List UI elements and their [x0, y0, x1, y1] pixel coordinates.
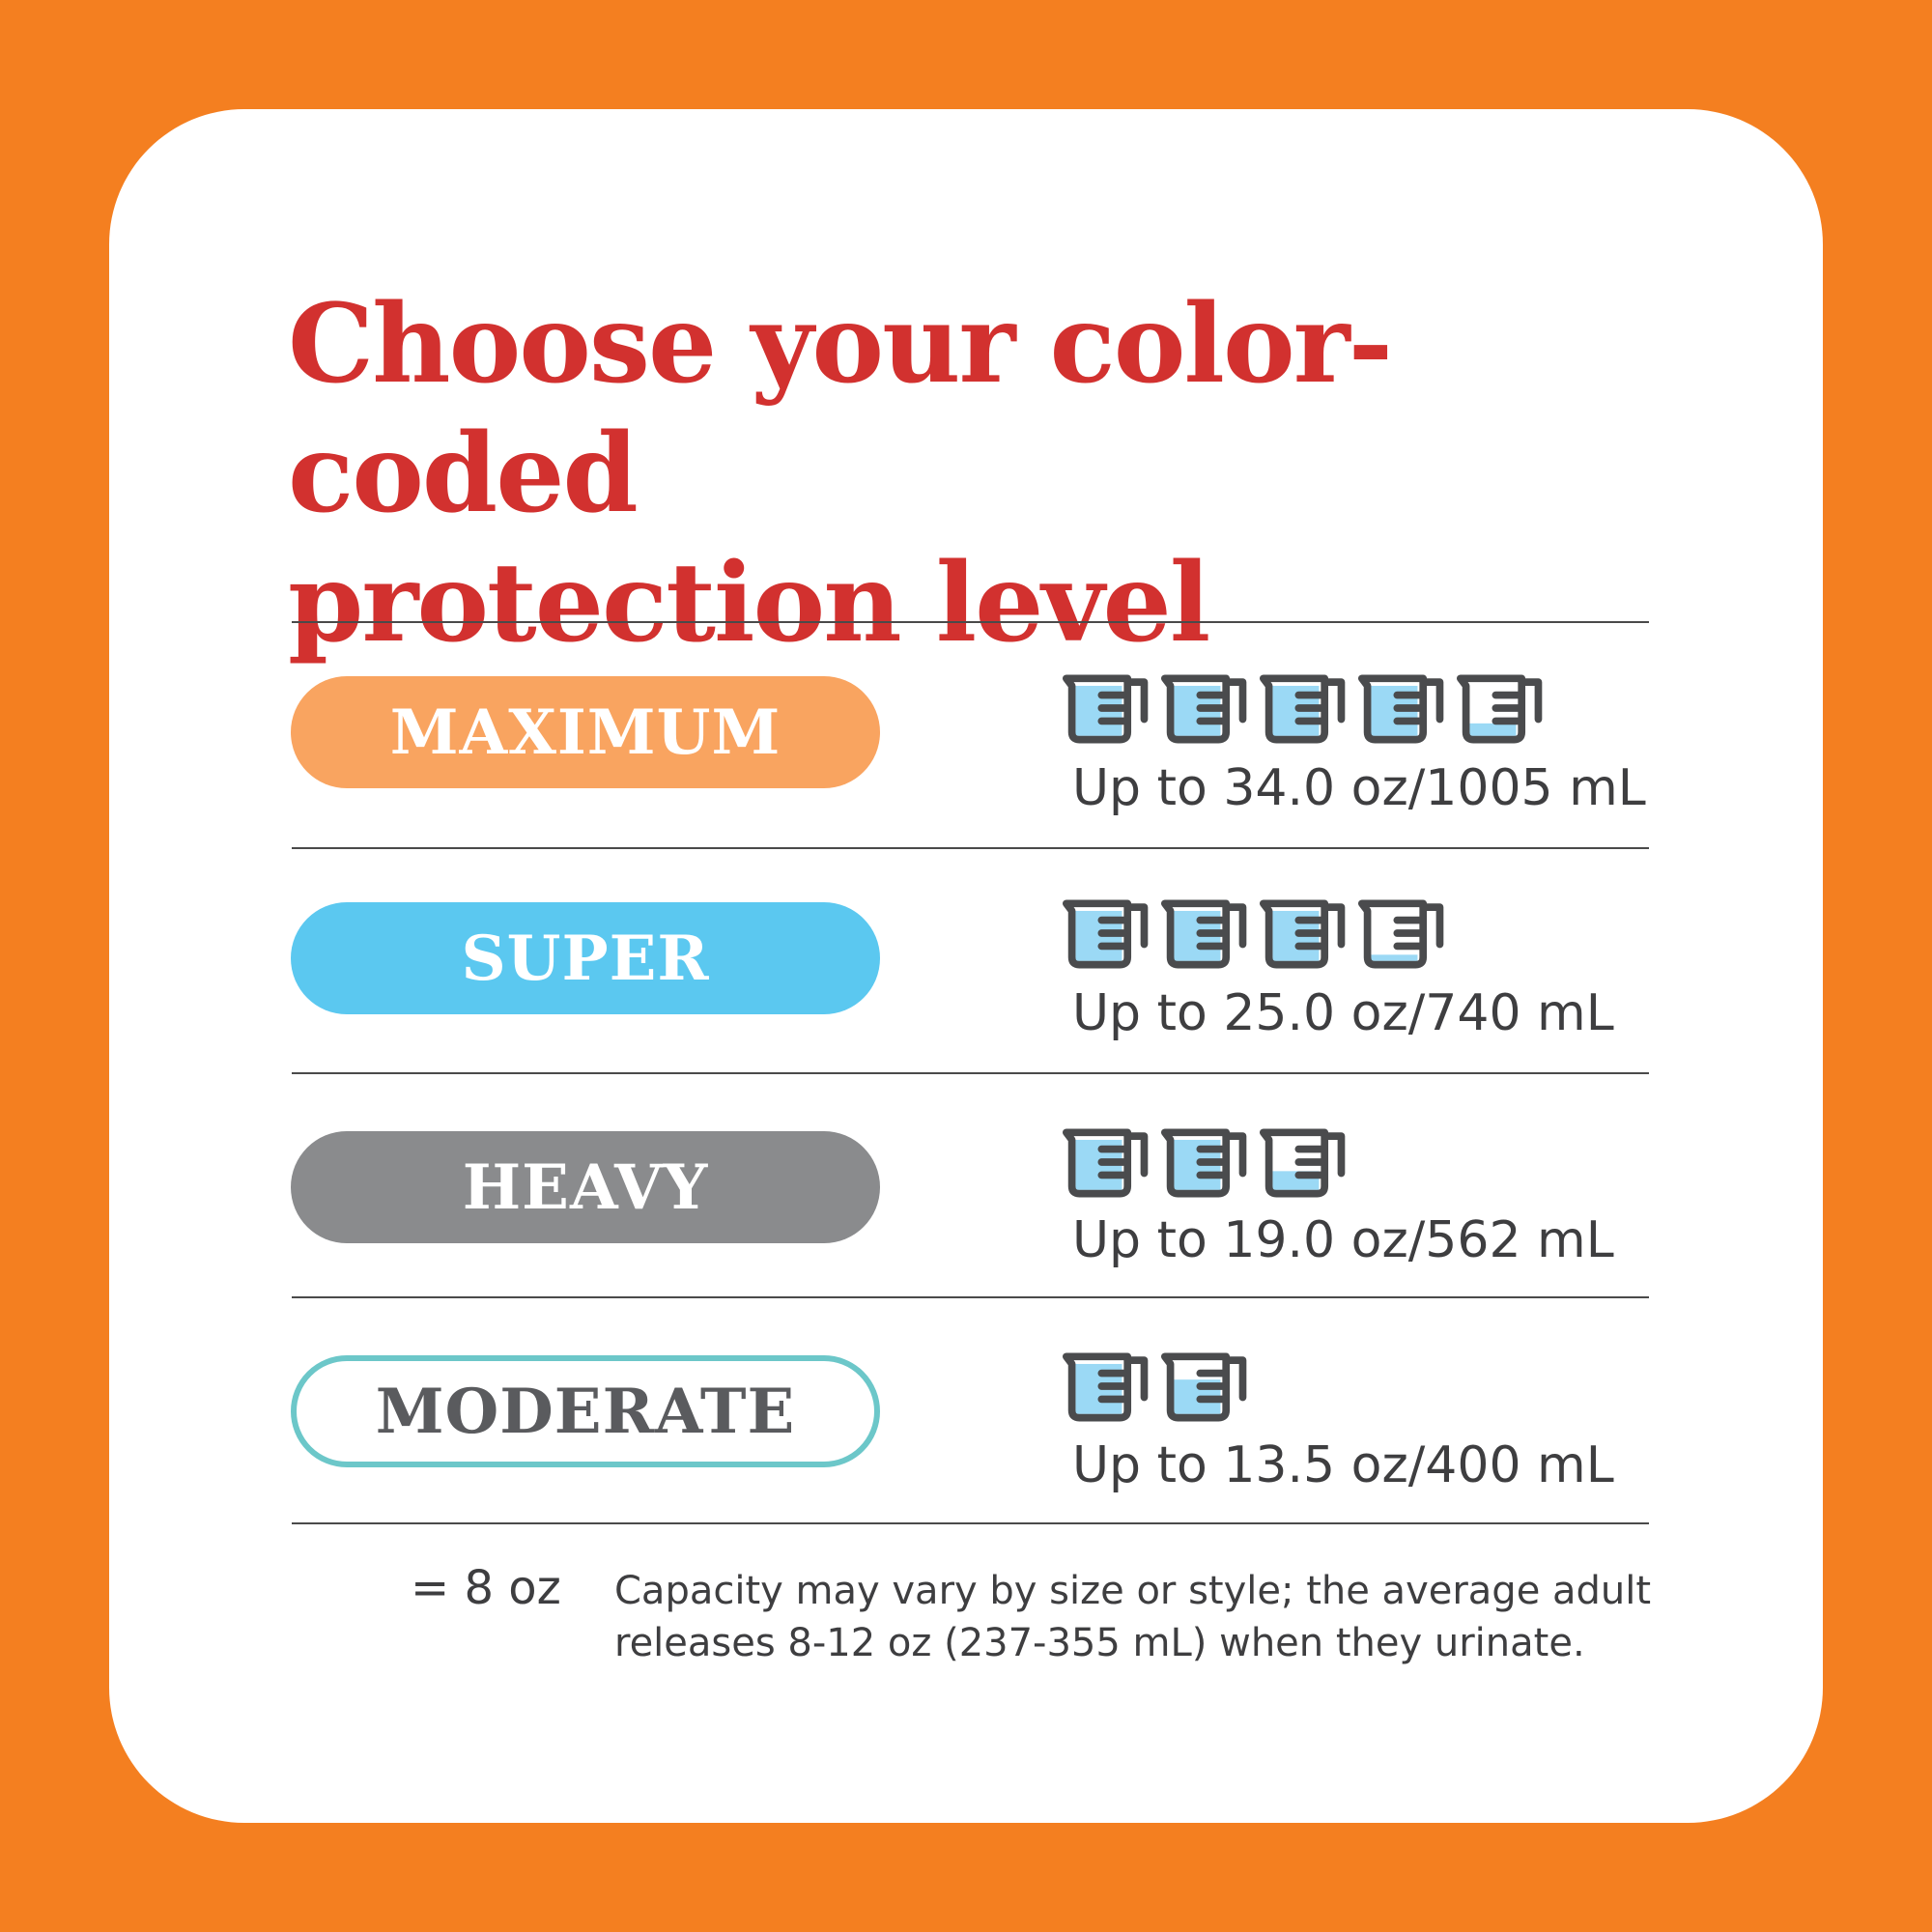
divider [292, 1296, 1649, 1298]
cup-rating [1063, 896, 1451, 970]
measuring-cup-icon [1161, 1128, 1247, 1198]
capacity-text: Up to 25.0 oz/740 mL [1072, 984, 1614, 1042]
footnote-line-1: Capacity may vary by size or style; the … [614, 1569, 1652, 1613]
measuring-cup-icon [1063, 1352, 1149, 1422]
level-pill-super: SUPER [291, 902, 880, 1014]
capacity-text: Up to 34.0 oz/1005 mL [1072, 759, 1646, 817]
divider [292, 621, 1649, 623]
measuring-cup-icon [1358, 899, 1444, 969]
capacity-text: Up to 13.5 oz/400 mL [1072, 1436, 1614, 1494]
measuring-cup-icon [1358, 674, 1444, 744]
divider [292, 847, 1649, 849]
measuring-cup-icon [1260, 674, 1346, 744]
cup-rating [1063, 1350, 1254, 1423]
measuring-cup-icon [1457, 674, 1543, 744]
title-line-2: protection level [288, 540, 1210, 667]
measuring-cup-icon [1063, 1128, 1149, 1198]
level-pill-maximum: MAXIMUM [291, 676, 880, 788]
measuring-cup-icon [1161, 674, 1247, 744]
cup-rating [1063, 671, 1549, 745]
page-title: Choose your color-coded protection level [288, 280, 1737, 668]
divider [292, 1072, 1649, 1074]
measuring-cup-icon [1063, 899, 1149, 969]
footnote: Capacity may vary by size or style; the … [614, 1565, 1696, 1669]
measuring-cup-icon [1260, 899, 1346, 969]
level-pill-moderate: MODERATE [291, 1355, 880, 1467]
cup-rating [1063, 1125, 1352, 1199]
measuring-cup-icon [1063, 674, 1149, 744]
measuring-cup-icon [1260, 1128, 1346, 1198]
footnote-line-2: releases 8-12 oz (237-355 mL) when they … [614, 1621, 1585, 1665]
measuring-cup-icon [1161, 1352, 1247, 1422]
level-pill-heavy: HEAVY [291, 1131, 880, 1243]
legend-text: = 8 oz [411, 1561, 561, 1615]
title-line-1: Choose your color-coded [288, 281, 1393, 537]
divider [292, 1522, 1649, 1524]
capacity-text: Up to 19.0 oz/562 mL [1072, 1211, 1614, 1269]
measuring-cup-icon [1161, 899, 1247, 969]
